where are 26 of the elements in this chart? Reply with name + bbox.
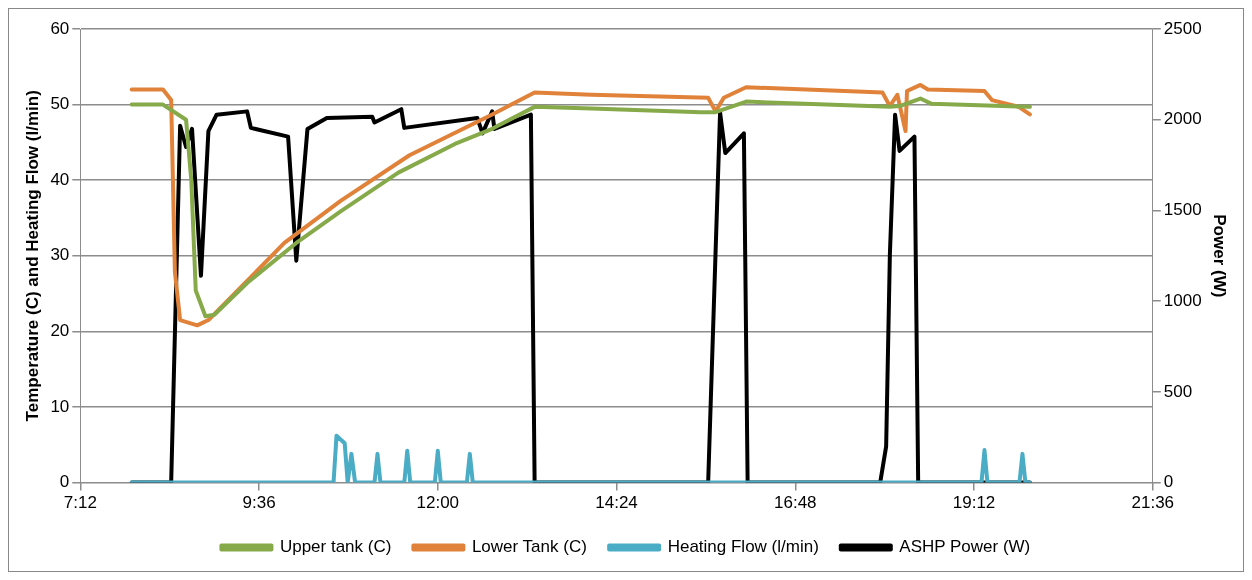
x-tick-label: 9:36 — [242, 493, 276, 513]
y-tick-label: 20 — [50, 321, 70, 341]
x-tick-label: 7:12 — [63, 493, 97, 513]
y2-tick-label: 2500 — [1163, 18, 1202, 38]
y-tick-label: 30 — [50, 245, 70, 265]
x-tick-label: 21:36 — [1131, 493, 1175, 513]
legend-label: ASHP Power (W) — [899, 537, 1031, 557]
legend-label: Upper tank (C) — [279, 537, 392, 557]
legend-label: Heating Flow (l/min) — [667, 537, 819, 557]
x-tick-label: 16:48 — [774, 493, 817, 513]
y-tick-label: 0 — [59, 472, 70, 492]
y2-tick-label: 500 — [1163, 381, 1193, 401]
y-tick-label: 60 — [50, 18, 70, 38]
y-tick-label: 10 — [50, 396, 70, 416]
x-tick-label: 12:00 — [416, 493, 460, 513]
y-tick-label: 40 — [50, 169, 70, 189]
y2-tick-label: 1000 — [1163, 290, 1202, 310]
x-tick-label: 14:24 — [595, 493, 638, 513]
legend-label: Lower Tank (C) — [471, 537, 587, 557]
y2-tick-label: 0 — [1163, 472, 1174, 492]
y-tick-label: 50 — [50, 94, 70, 114]
y2-tick-label: 1500 — [1163, 200, 1202, 220]
y2-tick-label: 2000 — [1163, 109, 1202, 129]
y-axis-title: Temperature (C) and Heating Flow (l/min) — [22, 90, 42, 422]
y2-axis-title: Power (W) — [1210, 214, 1230, 298]
x-tick-label: 19:12 — [952, 493, 996, 513]
